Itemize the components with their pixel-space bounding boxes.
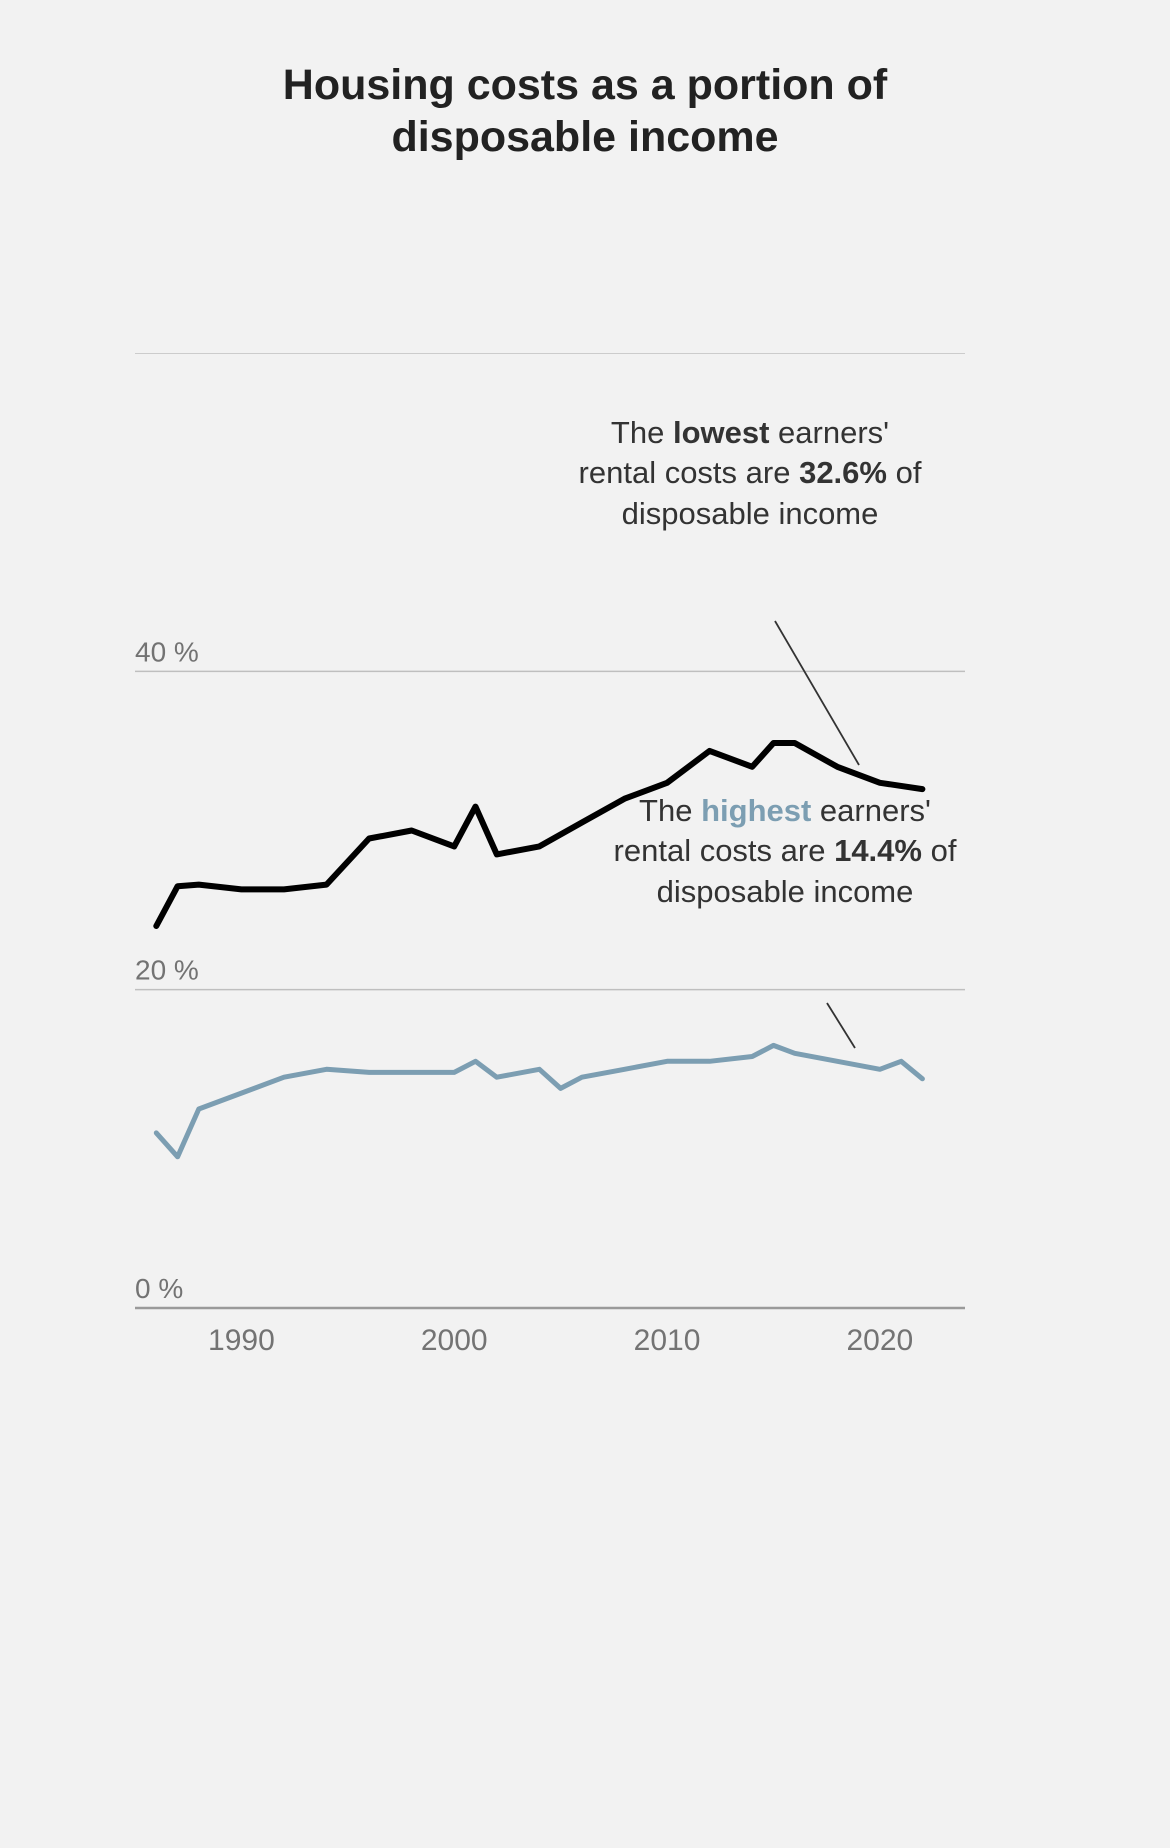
chart-title: Housing costs as a portion of disposable… <box>205 60 965 163</box>
y-tick-label: 0 % <box>135 1273 183 1304</box>
x-tick-label: 1990 <box>208 1324 275 1357</box>
y-tick-label: 20 % <box>135 955 199 986</box>
annotation-lowest: The lowest earners' rental costs are 32.… <box>570 413 930 534</box>
annotation-highest: The highest earners' rental costs are 14… <box>605 791 965 912</box>
chart-svg: 0 %20 %40 %60 %1990200020102020The lowes… <box>65 353 965 1368</box>
chart-container: 0 %20 %40 %60 %1990200020102020The lowes… <box>65 353 1105 1368</box>
series-highest <box>156 1046 922 1157</box>
x-tick-label: 2000 <box>421 1324 488 1357</box>
x-tick-label: 2010 <box>634 1324 701 1357</box>
y-tick-label: 40 % <box>135 637 199 668</box>
x-tick-label: 2020 <box>846 1324 913 1357</box>
